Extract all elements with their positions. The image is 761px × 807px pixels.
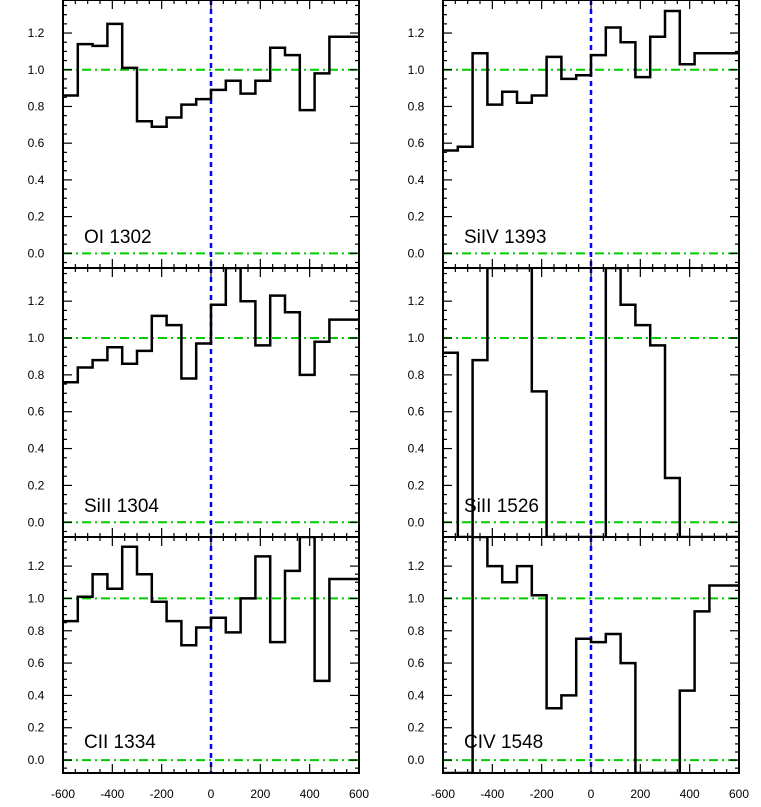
panel-oi-1302: 0.0 0.2 0.4 0.6 0.8 1.0 1.2 OI 1302 (28, 0, 359, 268)
y-tick-label: 1.2 (408, 26, 425, 40)
y-tick-label: 0.2 (28, 721, 45, 735)
x-tick-label: -200 (530, 787, 554, 801)
y-tick-label: 0.6 (28, 136, 45, 150)
y-tick-label: 1.0 (408, 331, 425, 345)
y-tick-label: 0.8 (408, 624, 425, 638)
y-tick-label: 1.0 (28, 63, 45, 77)
y-tick-label: 0.8 (28, 99, 45, 113)
y-tick-label: 0.6 (408, 136, 425, 150)
x-tick-label: 400 (680, 787, 700, 801)
y-tick-label: 1.0 (408, 591, 425, 605)
y-tick-label: 0.0 (28, 515, 45, 529)
x-tick-label: 200 (630, 787, 650, 801)
panel-siii-1526: 0.0 0.2 0.4 0.6 0.8 1.0 1.2 SiII 1526 (408, 268, 739, 537)
y-tick-label: 0.8 (28, 624, 45, 638)
y-tick-label: 1.2 (408, 294, 425, 308)
y-tick-label: 1.2 (28, 294, 45, 308)
y-tick-label: 0.0 (408, 515, 425, 529)
y-tick-label: 0.8 (408, 99, 425, 113)
x-tick-label: -200 (150, 787, 174, 801)
x-tick-label: 0 (588, 787, 595, 801)
panel-siii-1304: 0.0 0.2 0.4 0.6 0.8 1.0 1.2 SiII 1304 (28, 268, 359, 537)
flux-step-line (63, 268, 359, 382)
x-tick-label: 400 (300, 787, 320, 801)
x-tick-label: 0 (208, 787, 215, 801)
x-tick-label: -600 (51, 787, 75, 801)
y-tick-label: 0.6 (28, 405, 45, 419)
y-tick-label: 1.2 (408, 559, 425, 573)
panel-label: CIV 1548 (464, 732, 543, 753)
y-tick-label: 0.4 (408, 173, 425, 187)
x-tick-label: 600 (729, 787, 749, 801)
x-tick-label: -600 (431, 787, 455, 801)
panel-label: OI 1302 (84, 227, 152, 248)
x-tick-label: 200 (250, 787, 270, 801)
y-tick-label: 0.0 (28, 753, 45, 767)
y-tick-label: 0.4 (28, 442, 45, 456)
y-tick-label: 0.4 (408, 688, 425, 702)
y-tick-label: 0.2 (28, 478, 45, 492)
y-tick-label: 0.2 (408, 210, 425, 224)
y-tick-label: 1.0 (408, 63, 425, 77)
panel-label: CII 1334 (84, 732, 156, 753)
y-tick-label: 0.4 (28, 688, 45, 702)
y-tick-label: 0.6 (28, 656, 45, 670)
panel-label: SiII 1526 (464, 496, 539, 517)
y-tick-label: 0.6 (408, 656, 425, 670)
y-tick-label: 1.0 (28, 591, 45, 605)
panel-civ-1548: 0.0 0.2 0.4 0.6 0.8 1.0 1.2 -600 -400 -200 0 200 400… (408, 537, 750, 801)
panel-label: SiII 1304 (84, 496, 159, 517)
x-tick-label: -400 (100, 787, 124, 801)
y-tick-label: 1.2 (28, 559, 45, 573)
y-tick-label: 0.2 (408, 721, 425, 735)
y-tick-label: 1.2 (28, 26, 45, 40)
y-tick-label: 0.8 (408, 368, 425, 382)
y-tick-label: 0.2 (408, 478, 425, 492)
y-tick-label: 1.0 (28, 331, 45, 345)
y-tick-label: 0.0 (408, 246, 425, 260)
y-tick-label: 0.4 (28, 173, 45, 187)
y-tick-label: 0.0 (28, 246, 45, 260)
y-tick-label: 0.0 (408, 753, 425, 767)
x-tick-label: 600 (349, 787, 369, 801)
y-tick-label: 0.6 (408, 405, 425, 419)
y-tick-label: 0.2 (28, 210, 45, 224)
panel-siiv-1393: 0.0 0.2 0.4 0.6 0.8 1.0 1.2 SiIV 1393 (408, 0, 739, 268)
y-tick-label: 0.8 (28, 368, 45, 382)
panel-cii-1334: 0.0 0.2 0.4 0.6 0.8 1.0 1.2 -600 -400 -200 0 200 400… (28, 537, 370, 801)
y-tick-label: 0.4 (408, 442, 425, 456)
panel-label: SiIV 1393 (464, 227, 546, 248)
x-tick-label: -400 (480, 787, 504, 801)
